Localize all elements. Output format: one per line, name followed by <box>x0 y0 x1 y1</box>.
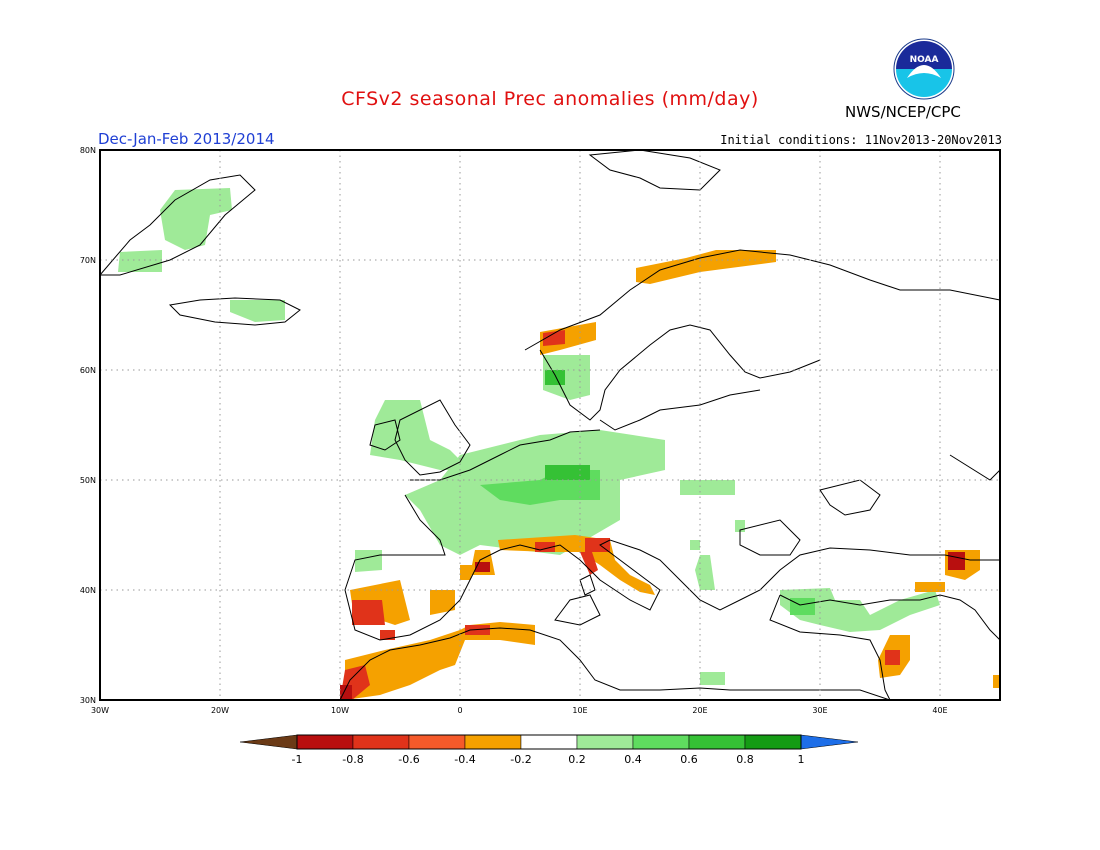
noaa-logo: NOAA <box>893 38 955 100</box>
colorbar-segment <box>352 734 410 750</box>
anomaly-shading <box>118 188 1000 700</box>
colorbar-segment <box>464 734 522 750</box>
colorbar-segment <box>576 734 634 750</box>
colorbar-low-arrow <box>239 734 298 750</box>
lon-tick-10w: 10W <box>331 706 349 715</box>
chart-title: CFSv2 seasonal Prec anomalies (mm/day) <box>341 88 759 110</box>
period-label: Dec-Jan-Feb 2013/2014 <box>98 130 275 148</box>
colorbar-label: 0.4 <box>624 753 642 766</box>
colorbar-high-arrow <box>800 734 859 750</box>
colorbar-outline <box>296 734 802 750</box>
graticule <box>100 150 1000 700</box>
colorbar-segment <box>744 734 802 750</box>
lat-tick-80n: 80N <box>80 146 96 155</box>
colorbar-label: 0.8 <box>736 753 754 766</box>
colorbar-segment <box>632 734 690 750</box>
colorbar-label: 0.6 <box>680 753 698 766</box>
lon-tick-20w: 20W <box>211 706 229 715</box>
colorbar-label: -0.4 <box>454 753 475 766</box>
lon-tick-0: 0 <box>457 706 462 715</box>
lat-tick-40n: 40N <box>80 586 96 595</box>
colorbar-label: -0.2 <box>510 753 531 766</box>
colorbar: -1 -0.8 -0.6 -0.4 -0.2 0.2 0.4 0.6 0.8 1 <box>239 734 859 766</box>
lon-tick-10e: 10E <box>572 706 587 715</box>
colorbar-label: -0.8 <box>342 753 363 766</box>
initial-conditions-label: Initial conditions: 11Nov2013-20Nov2013 <box>720 133 1002 147</box>
lon-tick-40e: 40E <box>932 706 947 715</box>
lat-tick-50n: 50N <box>80 476 96 485</box>
lat-tick-30n: 30N <box>80 696 96 705</box>
colorbar-segment <box>520 734 578 750</box>
colorbar-segment <box>296 734 354 750</box>
colorbar-segment <box>688 734 746 750</box>
lon-tick-30e: 30E <box>812 706 827 715</box>
lon-tick-30w: 30W <box>91 706 109 715</box>
lat-tick-60n: 60N <box>80 366 96 375</box>
lat-tick-70n: 70N <box>80 256 96 265</box>
colorbar-label: 0.2 <box>568 753 586 766</box>
map-frame <box>99 149 1001 701</box>
colorbar-label: -1 <box>292 753 303 766</box>
lon-tick-labels: 30W 20W 10W 0 10E 20E 30E 40E <box>91 706 948 715</box>
noaa-logo-text: NOAA <box>910 55 939 65</box>
colorbar-segment <box>408 734 466 750</box>
lat-tick-labels: 30N 40N 50N 60N 70N 80N <box>80 146 96 705</box>
colorbar-label: -0.6 <box>398 753 419 766</box>
organization-label: NWS/NCEP/CPC <box>845 103 961 121</box>
colorbar-label: 1 <box>798 753 805 766</box>
lon-tick-20e: 20E <box>692 706 707 715</box>
